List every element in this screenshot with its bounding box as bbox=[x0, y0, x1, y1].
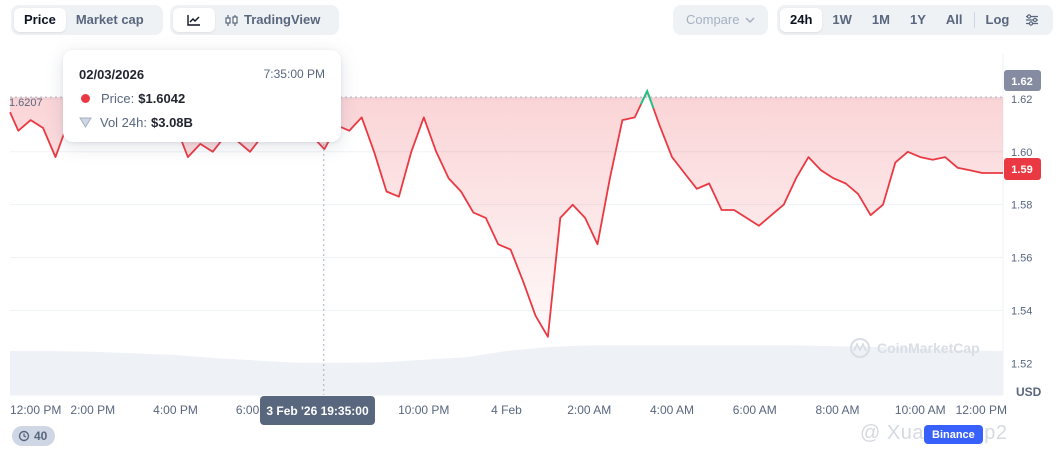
tooltip-volume-label: Vol 24h: bbox=[100, 114, 147, 130]
sliders-icon bbox=[1025, 14, 1039, 26]
crosshair-time-label: 3 Feb '26 19:35:00 bbox=[260, 396, 375, 425]
x-tick-label: 10:00 PM bbox=[398, 403, 449, 417]
range-1y[interactable]: 1Y bbox=[909, 12, 926, 27]
svg-text:1.62: 1.62 bbox=[1011, 76, 1032, 88]
range-1m[interactable]: 1M bbox=[871, 12, 890, 27]
compare-dropdown[interactable]: Compare bbox=[673, 5, 768, 35]
x-tick-label: 4 Feb bbox=[491, 403, 522, 417]
coinmarketcap-logo: CoinMarketCap bbox=[850, 338, 980, 358]
open-price-label: 1.6207 bbox=[9, 97, 43, 109]
candlestick-icon bbox=[225, 14, 238, 27]
price-area bbox=[10, 91, 1003, 337]
tab-market-cap[interactable]: Market cap bbox=[75, 12, 144, 27]
watermark-button: Binance bbox=[924, 425, 983, 444]
svg-text:1.59: 1.59 bbox=[1011, 164, 1032, 176]
range-1w[interactable]: 1W bbox=[832, 12, 852, 27]
history-badge[interactable]: 40 bbox=[12, 426, 56, 446]
tooltip-time: 7:35:00 PM bbox=[263, 67, 325, 81]
tooltip-date: 02/03/2026 bbox=[79, 66, 145, 82]
chart-settings-button[interactable] bbox=[1019, 8, 1045, 32]
x-tick-label: 8:00 AM bbox=[815, 403, 859, 417]
range-24h[interactable]: 24h bbox=[780, 8, 823, 32]
x-tick-label: 10:00 AM bbox=[895, 403, 946, 417]
tradingview-label: TradingView bbox=[244, 12, 321, 27]
metric-tabs: Price Market cap bbox=[11, 5, 163, 35]
tooltip-volume-value: $3.08B bbox=[151, 114, 193, 130]
price-line-up-segment bbox=[640, 88, 655, 109]
price-tooltip: 02/03/2026 7:35:00 PM Price: $1.6042 Vol… bbox=[63, 50, 341, 142]
compare-label: Compare bbox=[676, 8, 765, 32]
tooltip-price-label: Price: bbox=[101, 90, 135, 106]
tab-price[interactable]: Price bbox=[14, 8, 66, 32]
x-tick-label: 4:00 PM bbox=[153, 403, 198, 417]
currency-label: USD bbox=[1016, 385, 1042, 399]
y-tick-label: 1.62 bbox=[1011, 94, 1032, 106]
svg-text:CoinMarketCap: CoinMarketCap bbox=[877, 340, 980, 356]
y-tick-label: 1.56 bbox=[1011, 253, 1032, 265]
volume-area bbox=[10, 345, 1003, 395]
range-all[interactable]: All bbox=[945, 12, 963, 27]
tooltip-price-value: $1.6042 bbox=[138, 90, 186, 106]
y-tick-label: 1.58 bbox=[1011, 200, 1032, 212]
log-toggle[interactable]: Log bbox=[985, 12, 1010, 27]
y-tick-label: 1.54 bbox=[1011, 305, 1032, 317]
coinmarketcap-icon bbox=[850, 338, 870, 358]
tradingview-button[interactable]: TradingView bbox=[215, 8, 330, 32]
y-tick-label: 1.60 bbox=[1011, 147, 1032, 159]
x-tick-label: 2:00 PM bbox=[70, 403, 115, 417]
line-chart-button[interactable] bbox=[173, 8, 215, 32]
high-price-badge: 1.62 bbox=[1004, 70, 1041, 91]
price-dot-icon bbox=[81, 93, 90, 103]
history-icon bbox=[18, 430, 30, 442]
chart-mode-group: TradingView bbox=[170, 5, 339, 35]
x-tick-label: 2:00 AM bbox=[567, 403, 611, 417]
volume-icon bbox=[79, 117, 92, 128]
x-tick-label: 6:00 AM bbox=[733, 403, 777, 417]
history-count: 40 bbox=[34, 429, 48, 443]
y-tick-label: 1.52 bbox=[1011, 358, 1032, 370]
chevron-down-icon bbox=[745, 17, 755, 23]
range-divider bbox=[973, 12, 975, 28]
line-chart-icon bbox=[187, 14, 201, 26]
x-tick-label: 4:00 AM bbox=[650, 403, 694, 417]
range-group: 24h 1W 1M 1Y All Log bbox=[777, 5, 1053, 35]
current-price-badge: 1.59 bbox=[1004, 158, 1041, 180]
x-tick-label: 12:00 PM bbox=[10, 403, 61, 417]
x-tick-label: 12:00 PM bbox=[956, 403, 1007, 417]
